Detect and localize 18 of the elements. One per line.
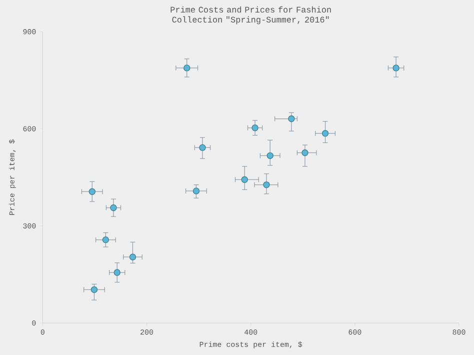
point	[266, 152, 274, 160]
point	[241, 176, 248, 183]
point	[288, 115, 295, 122]
chart-title: Prime Costs and Prices for Fashion Collection "Spring-Summer, 2016"	[170, 6, 331, 24]
point	[110, 204, 117, 212]
point	[102, 236, 110, 244]
point	[129, 254, 136, 260]
point	[392, 64, 400, 72]
point	[302, 149, 308, 156]
point	[252, 124, 258, 132]
point	[199, 144, 206, 151]
point	[322, 130, 329, 137]
point	[114, 269, 120, 276]
point	[183, 64, 190, 72]
point	[90, 286, 98, 294]
point	[192, 188, 200, 194]
point	[88, 188, 96, 195]
point	[263, 181, 270, 188]
